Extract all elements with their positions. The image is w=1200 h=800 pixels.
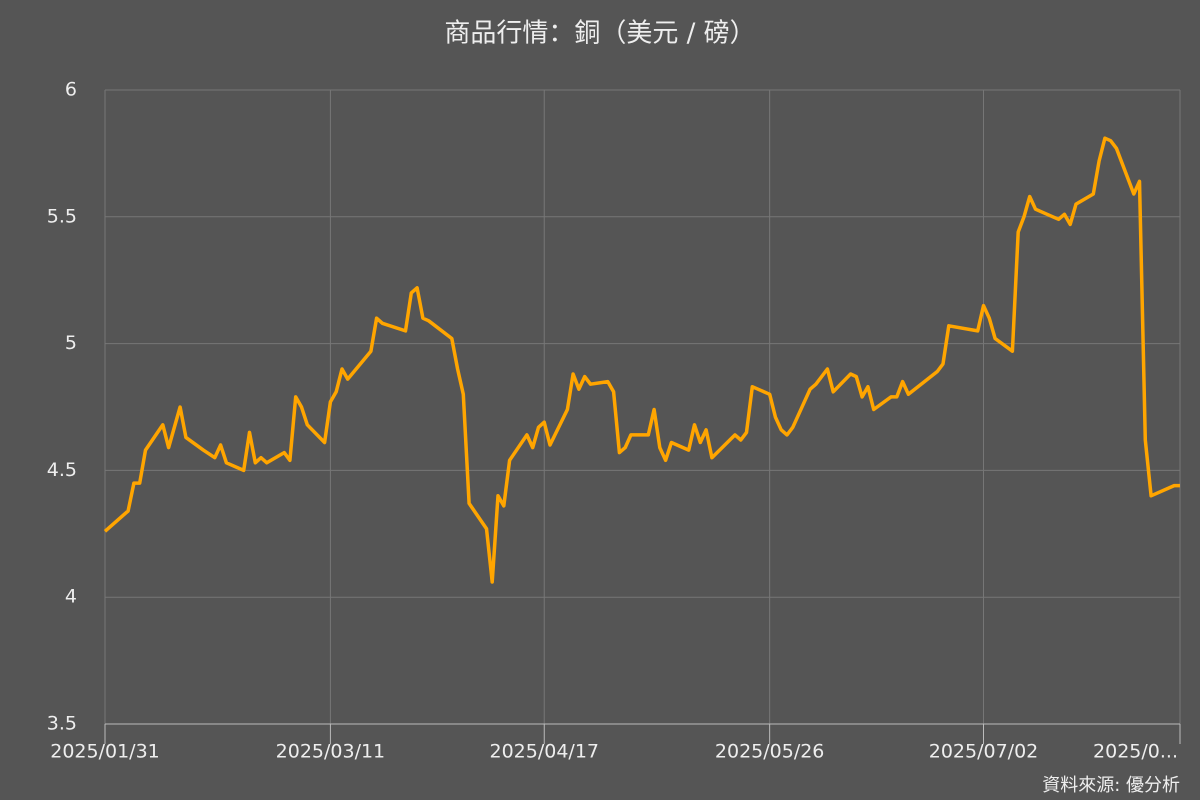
chart-title: 商品行情：銅（美元 / 磅）	[444, 19, 755, 49]
x-tick-label: 2025/0...	[1093, 741, 1178, 763]
x-tick-label: 2025/05/26	[715, 741, 825, 763]
y-tick-label: 4	[65, 586, 77, 608]
y-tick-label: 3.5	[47, 713, 77, 735]
x-tick-label: 2025/07/02	[929, 741, 1039, 763]
y-tick-label: 4.5	[47, 459, 77, 481]
x-tick-label: 2025/04/17	[489, 741, 599, 763]
x-tick-label: 2025/01/31	[50, 741, 160, 763]
y-tick-label: 6	[65, 79, 77, 101]
y-tick-label: 5	[65, 332, 77, 354]
source-note: 資料來源: 優分析	[1042, 775, 1180, 796]
y-tick-label: 5.5	[47, 205, 77, 227]
price-line	[103, 136, 1180, 584]
x-tick-label: 2025/03/11	[276, 741, 386, 763]
